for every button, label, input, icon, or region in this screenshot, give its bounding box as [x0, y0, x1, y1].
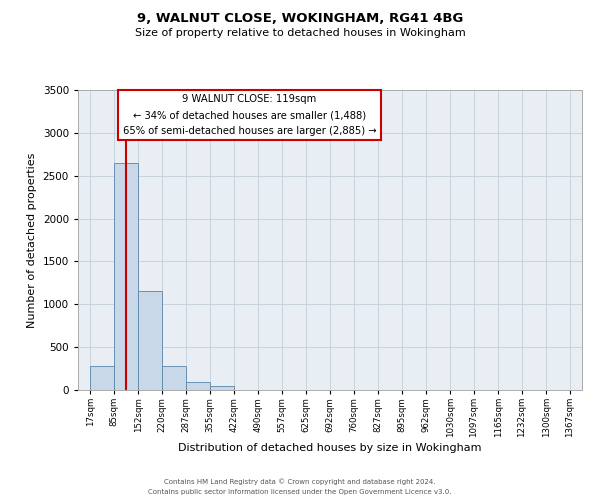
Y-axis label: Number of detached properties: Number of detached properties: [27, 152, 37, 328]
Text: Contains public sector information licensed under the Open Government Licence v3: Contains public sector information licen…: [148, 489, 452, 495]
Bar: [186, 382, 210, 390]
Bar: [138, 292, 162, 390]
Text: Contains HM Land Registry data © Crown copyright and database right 2024.: Contains HM Land Registry data © Crown c…: [164, 478, 436, 485]
X-axis label: Distribution of detached houses by size in Wokingham: Distribution of detached houses by size …: [178, 443, 482, 453]
Bar: [115, 163, 138, 390]
Bar: [90, 366, 114, 390]
Bar: [211, 386, 234, 390]
Text: 9, WALNUT CLOSE, WOKINGHAM, RG41 4BG: 9, WALNUT CLOSE, WOKINGHAM, RG41 4BG: [137, 12, 463, 26]
Text: Size of property relative to detached houses in Wokingham: Size of property relative to detached ho…: [134, 28, 466, 38]
Bar: [163, 366, 186, 390]
Text: 9 WALNUT CLOSE: 119sqm
← 34% of detached houses are smaller (1,488)
65% of semi-: 9 WALNUT CLOSE: 119sqm ← 34% of detached…: [122, 94, 376, 136]
